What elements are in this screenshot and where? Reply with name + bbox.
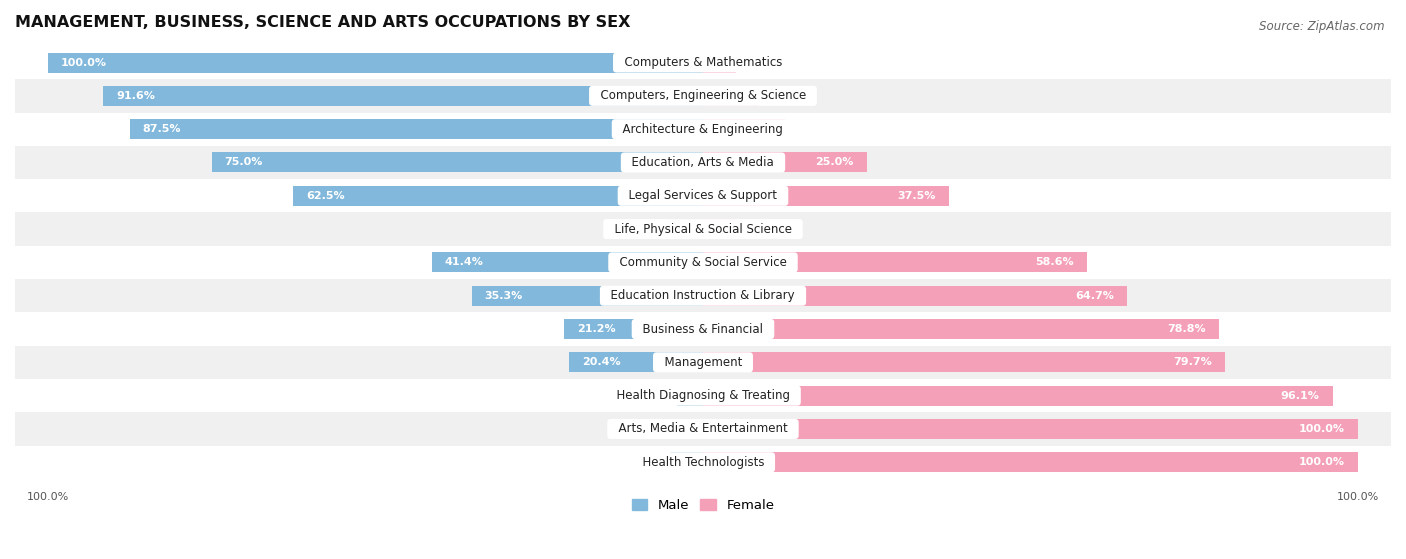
Bar [703, 419, 1358, 439]
Bar [48, 53, 703, 73]
Text: 91.6%: 91.6% [115, 91, 155, 101]
Text: 0.0%: 0.0% [745, 58, 773, 68]
Bar [129, 119, 703, 139]
Bar [0, 246, 1406, 279]
Bar [294, 186, 703, 206]
Text: Legal Services & Support: Legal Services & Support [621, 190, 785, 202]
Text: Health Diagnosing & Treating: Health Diagnosing & Treating [609, 389, 797, 402]
Text: 8.4%: 8.4% [714, 91, 745, 101]
Bar [678, 386, 703, 406]
Bar [703, 352, 1225, 372]
Text: 87.5%: 87.5% [143, 124, 181, 134]
Bar [471, 286, 703, 306]
Text: Arts, Media & Entertainment: Arts, Media & Entertainment [610, 423, 796, 435]
Bar [0, 446, 1406, 479]
Bar [211, 153, 703, 173]
Text: 58.6%: 58.6% [1035, 257, 1074, 267]
Bar [569, 352, 703, 372]
Text: 96.1%: 96.1% [1281, 391, 1320, 401]
Text: Computers & Mathematics: Computers & Mathematics [617, 56, 789, 69]
Bar [703, 153, 868, 173]
Text: 21.2%: 21.2% [578, 324, 616, 334]
Text: Life, Physical & Social Science: Life, Physical & Social Science [607, 222, 799, 235]
Text: Health Technologists: Health Technologists [634, 456, 772, 469]
Text: Education Instruction & Library: Education Instruction & Library [603, 289, 803, 302]
Text: 37.5%: 37.5% [897, 191, 935, 201]
Text: 0.0%: 0.0% [633, 424, 661, 434]
Bar [671, 419, 703, 439]
Text: 75.0%: 75.0% [225, 158, 263, 168]
Text: 100.0%: 100.0% [1299, 457, 1346, 467]
Bar [0, 312, 1406, 345]
Bar [432, 253, 703, 272]
Bar [703, 119, 785, 139]
Text: Education, Arts & Media: Education, Arts & Media [624, 156, 782, 169]
Text: 0.0%: 0.0% [745, 224, 773, 234]
Text: 62.5%: 62.5% [307, 191, 346, 201]
Bar [703, 253, 1087, 272]
Bar [0, 179, 1406, 212]
Text: 12.5%: 12.5% [734, 124, 772, 134]
Text: 25.0%: 25.0% [815, 158, 853, 168]
Text: 3.9%: 3.9% [640, 391, 668, 401]
Bar [0, 146, 1406, 179]
Bar [703, 86, 758, 106]
Text: Computers, Engineering & Science: Computers, Engineering & Science [592, 89, 814, 102]
Bar [671, 219, 703, 239]
Text: Source: ZipAtlas.com: Source: ZipAtlas.com [1260, 20, 1385, 32]
Text: Business & Financial: Business & Financial [636, 323, 770, 335]
Bar [564, 319, 703, 339]
Legend: Male, Female: Male, Female [626, 494, 780, 517]
Text: MANAGEMENT, BUSINESS, SCIENCE AND ARTS OCCUPATIONS BY SEX: MANAGEMENT, BUSINESS, SCIENCE AND ARTS O… [15, 15, 630, 30]
Text: Management: Management [657, 356, 749, 369]
Text: 64.7%: 64.7% [1076, 291, 1114, 301]
Text: 0.0%: 0.0% [633, 457, 661, 467]
Text: 100.0%: 100.0% [1299, 424, 1346, 434]
Text: 41.4%: 41.4% [444, 257, 484, 267]
Bar [0, 212, 1406, 246]
Bar [0, 79, 1406, 112]
Text: Architecture & Engineering: Architecture & Engineering [616, 122, 790, 136]
Bar [0, 46, 1406, 79]
Bar [703, 386, 1333, 406]
Bar [703, 53, 735, 73]
Bar [703, 319, 1219, 339]
Text: 100.0%: 100.0% [60, 58, 107, 68]
Bar [703, 452, 1358, 472]
Text: 35.3%: 35.3% [485, 291, 523, 301]
Bar [703, 186, 949, 206]
Bar [671, 452, 703, 472]
Text: Community & Social Service: Community & Social Service [612, 256, 794, 269]
Bar [0, 379, 1406, 413]
Bar [703, 219, 735, 239]
Bar [703, 286, 1128, 306]
Bar [0, 345, 1406, 379]
Text: 78.8%: 78.8% [1167, 324, 1206, 334]
Text: 79.7%: 79.7% [1174, 357, 1212, 367]
Bar [0, 279, 1406, 312]
Text: 20.4%: 20.4% [582, 357, 621, 367]
Bar [0, 112, 1406, 146]
Text: 0.0%: 0.0% [633, 224, 661, 234]
Bar [0, 413, 1406, 446]
Bar [103, 86, 703, 106]
